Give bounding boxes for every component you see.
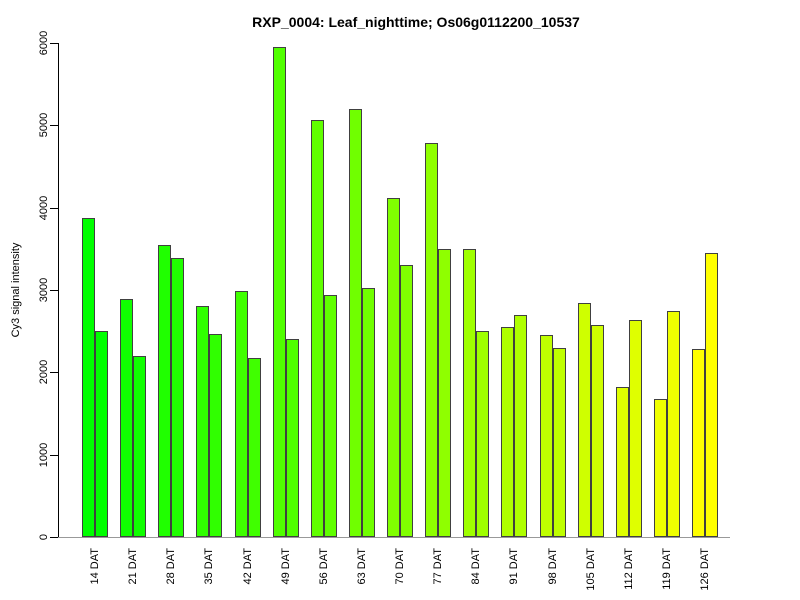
bar: [82, 218, 95, 537]
x-tick-label: 105 DAT: [585, 548, 597, 591]
bar: [667, 311, 680, 537]
bar: [540, 335, 553, 537]
bar: [514, 315, 527, 537]
x-tick-label: 28 DAT: [165, 548, 177, 585]
y-tick: [50, 372, 58, 373]
bar: [248, 358, 261, 537]
bar: [311, 120, 324, 537]
y-tick-label: 4000: [38, 195, 50, 221]
bar: [616, 387, 629, 537]
y-tick-label: 2000: [38, 359, 50, 385]
chart-title: RXP_0004: Leaf_nighttime; Os06g0112200_1…: [252, 14, 580, 30]
y-tick: [50, 208, 58, 209]
bar: [362, 288, 375, 537]
y-axis-line: [58, 43, 59, 538]
bar: [196, 306, 209, 537]
x-tick-label: 77 DAT: [432, 548, 444, 585]
y-tick-label: 0: [38, 533, 50, 541]
bar: [349, 109, 362, 537]
y-axis-label: Cy3 signal intensity: [10, 242, 22, 338]
bar: [629, 320, 642, 537]
x-tick-label: 42 DAT: [242, 548, 254, 585]
bar: [235, 291, 248, 537]
bar: [425, 143, 438, 537]
bar: [553, 348, 566, 537]
bar: [158, 245, 171, 537]
y-tick-label: 5000: [38, 112, 50, 138]
bar: [209, 334, 222, 537]
bar: [501, 327, 514, 537]
bar: [95, 331, 108, 537]
y-tick: [50, 290, 58, 291]
bar: [387, 198, 400, 537]
bar: [273, 47, 286, 537]
x-tick-label: 14 DAT: [89, 548, 101, 585]
x-tick-label: 84 DAT: [470, 548, 482, 585]
y-tick-label: 1000: [38, 442, 50, 468]
y-tick: [50, 455, 58, 456]
bar: [133, 356, 146, 537]
x-tick-label: 126 DAT: [699, 548, 711, 591]
x-tick-label: 98 DAT: [547, 548, 559, 585]
x-tick-label: 56 DAT: [318, 548, 330, 585]
x-tick-label: 91 DAT: [508, 548, 520, 585]
bar: [591, 325, 604, 537]
bar: [286, 339, 299, 537]
x-tick-label: 35 DAT: [203, 548, 215, 585]
y-tick: [50, 43, 58, 44]
bar: [438, 249, 451, 537]
bar: [324, 295, 337, 537]
x-tick-label: 21 DAT: [127, 548, 139, 585]
bar: [120, 299, 133, 537]
x-tick-label: 119 DAT: [661, 548, 673, 590]
bar: [654, 399, 667, 537]
y-tick-label: 3000: [38, 277, 50, 303]
bar: [400, 265, 413, 537]
bar: [476, 331, 489, 537]
y-tick: [50, 537, 58, 538]
y-tick-label: 6000: [38, 30, 50, 56]
y-tick: [50, 125, 58, 126]
bar: [692, 349, 705, 537]
x-tick-label: 112 DAT: [623, 548, 635, 590]
x-tick-label: 49 DAT: [280, 548, 292, 585]
x-tick-label: 70 DAT: [394, 548, 406, 585]
bar: [705, 253, 718, 537]
bar: [171, 258, 184, 537]
bar: [578, 303, 591, 537]
bar: [463, 249, 476, 537]
x-tick-label: 63 DAT: [356, 548, 368, 585]
x-baseline: [58, 537, 730, 538]
